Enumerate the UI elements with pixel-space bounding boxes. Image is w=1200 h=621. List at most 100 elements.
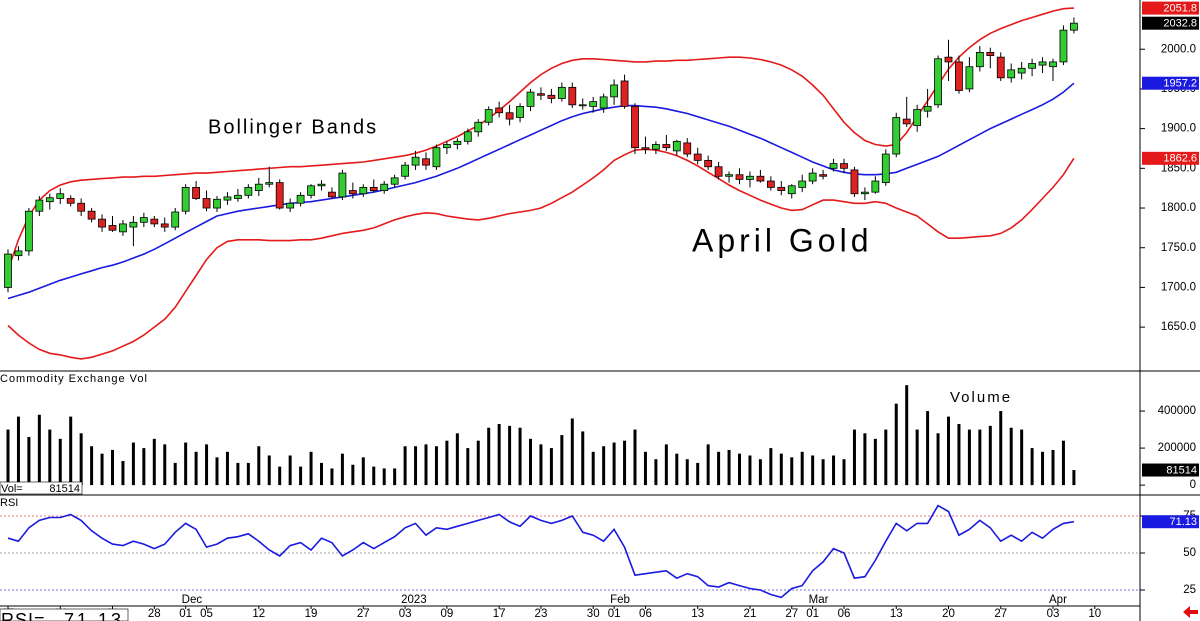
volume-bar [811,455,815,486]
volume-bar [758,459,762,486]
candle-body [944,56,953,63]
x-tick-label: 03 [399,608,412,620]
candle-body [568,86,577,106]
volume-bar [320,462,323,486]
candle-body [317,183,326,187]
volume-bar [445,440,449,486]
volume-bar [988,425,992,486]
readout-box [0,608,129,621]
y-tick-label: 1700.0 [1161,281,1196,293]
x-tick-label: 13 [890,608,903,620]
volume-bar [852,429,856,486]
candle-body [369,186,378,191]
candle-body [808,172,817,182]
volume-bar [184,442,188,486]
candle-body [975,52,984,68]
volume-bar [727,449,731,486]
volume-bar [1051,449,1055,486]
candle-body [380,183,389,191]
readout-label: Vol= [1,483,23,495]
volume-bar [330,468,334,486]
volume-bar [497,424,501,486]
x-tick-label: 09 [441,608,454,620]
candle-body [432,147,441,168]
x-tick-label: 01 [806,608,819,620]
last-value-label: 2032.8 [1163,18,1197,30]
last-value-label: 1862.6 [1163,153,1197,165]
volume-bar [267,455,271,486]
candle-body [955,61,963,91]
candle-body [181,186,190,212]
volume-bar [926,411,930,486]
x-tick-label: 17 [493,608,506,620]
volume-bar [581,431,585,486]
x-tick-label: 06 [639,608,652,620]
x-tick-label: 13 [691,608,704,620]
candle-body [526,91,535,107]
candle-body [902,118,911,125]
last-value-label: 2051.8 [1163,3,1197,15]
volume-bar [999,411,1003,486]
volume-bar [539,444,543,486]
volume-bar [152,438,156,486]
volume-bar [194,451,198,486]
volume-bar [821,459,825,486]
candle-body [422,158,430,166]
y-tick-label: 50 [1183,547,1196,559]
candle-body [746,175,754,180]
candle-body [35,199,44,212]
candle-body [484,109,493,123]
candle-body [348,190,357,195]
candle-body [641,147,650,150]
x-tick-label: 01 [608,608,621,620]
volume-bar [299,466,303,486]
candle-body [516,105,524,118]
candle-body [45,197,54,203]
candle-body [725,174,733,177]
volume-bar [529,438,532,486]
candle-body [87,210,96,220]
last-value-tag [1142,151,1199,165]
candle-body [453,140,462,145]
x-tick-label: 27 [994,608,1007,620]
candle-body [401,164,410,177]
candle-body [934,58,942,106]
candle-body [819,174,827,177]
candle-body [1038,61,1047,66]
volume-bar [633,429,637,486]
volume-bar [832,455,836,486]
candle-body [840,163,848,169]
candle-body [787,185,796,195]
candle-body [4,253,12,288]
candle-body [411,156,420,166]
annotation: Bollinger Bands [208,116,378,138]
candle-body [861,191,869,195]
annotation: April Gold [692,222,873,258]
volume-bar [361,457,365,486]
candle-body [704,159,713,168]
volume-bar [69,416,73,486]
candle-body [254,183,263,191]
candle-body [1007,69,1016,79]
x-tick-label: 21 [744,608,757,620]
scroll-arrow[interactable] [1183,606,1198,618]
candle-body [610,84,618,98]
volume-bar [100,453,104,486]
volume-bar [393,468,397,486]
candle-body [766,180,775,188]
band-line [7,82,1075,300]
x-tick-label: 27 [357,608,370,620]
candle-body [359,186,368,195]
candle-body [24,210,33,252]
candle-body [66,198,75,204]
candle-body [160,223,169,228]
volume-bar [1041,451,1045,486]
candle-body [275,182,284,209]
candle-body [14,250,23,257]
candle-body [693,153,702,161]
volume-bar [90,446,94,486]
volume-bar [6,429,10,486]
candle-body [662,144,671,149]
y-tick-label: 200000 [1158,442,1196,454]
